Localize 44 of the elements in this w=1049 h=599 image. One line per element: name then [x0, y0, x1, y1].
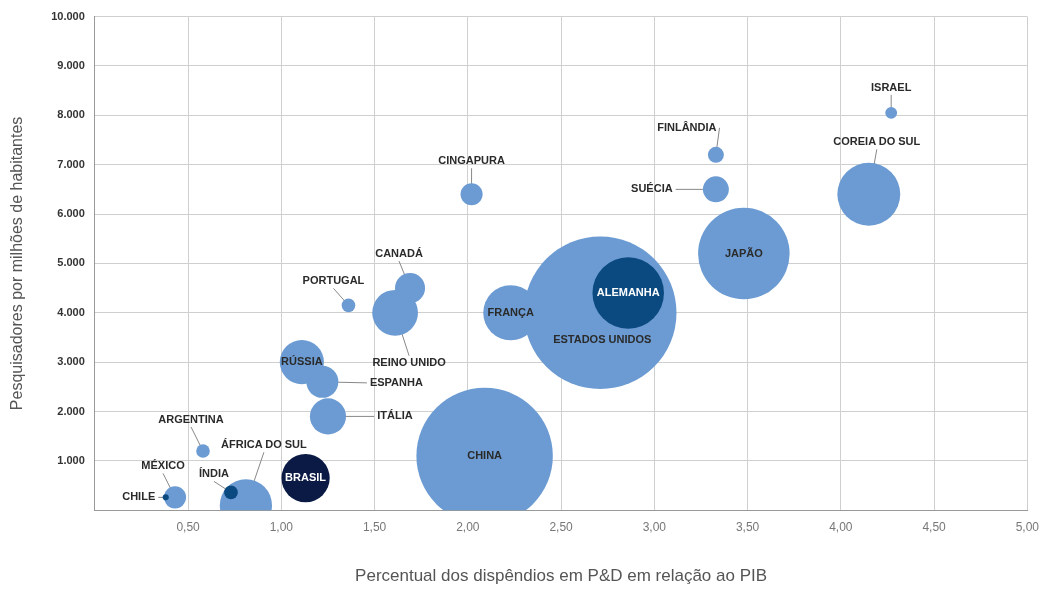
y-tick-label: 6.000: [57, 207, 85, 220]
annotation: ARGENTINA: [158, 413, 224, 425]
y-tick-label: 3.000: [57, 355, 85, 368]
annotation: PORTUGAL: [302, 274, 365, 287]
annotation: COREIA DO SUL: [833, 135, 921, 148]
annotation: ESPANHA: [369, 375, 423, 388]
y-tick-label: 9.000: [57, 58, 85, 71]
y-tick-label: 1.000: [57, 453, 85, 466]
y-tick-label: 8.000: [57, 108, 85, 121]
annotation: RÚSSIA: [281, 355, 323, 368]
x-axis-title: Percentual dos dispêndios em P&D em relação ao PIB: [355, 566, 768, 586]
annotation: REINO UNIDO: [372, 355, 447, 368]
y-tick-label: 4.000: [57, 305, 85, 318]
annotation: ISRAEL: [871, 80, 912, 93]
x-tick-label: 3,00: [642, 519, 667, 534]
x-tick-label: 0,50: [176, 519, 201, 534]
annotation: ALEMANHA: [596, 286, 660, 299]
annotation: BRASIL: [285, 471, 327, 484]
annotation: ÁFRICA DO SUL: [221, 438, 308, 451]
y-tick-label: 5.000: [57, 256, 85, 269]
x-tick-label: 4,00: [829, 519, 853, 534]
annotation: ÍNDIA: [199, 467, 230, 480]
annotation: JAPÃO: [724, 246, 764, 259]
y-tick-label: 10.000: [51, 9, 85, 22]
annotation: ESTADOS UNIDOS: [553, 332, 652, 345]
y-tick-label: 7.000: [57, 157, 85, 170]
annotation: SUÉCIA: [631, 182, 673, 195]
x-tick-label: 1,00: [269, 519, 294, 534]
x-tick-label: 4,50: [922, 519, 947, 534]
annotation: FRANÇA: [487, 305, 534, 318]
x-tick-label: 5,00: [1015, 519, 1040, 534]
annotation: CANADÁ: [375, 247, 423, 260]
annotation: CINGAPURA: [438, 154, 505, 167]
x-tick-label: 3,50: [735, 519, 760, 534]
annotation: FINLÂNDIA: [657, 120, 717, 133]
y-tick-label: 2.000: [57, 404, 85, 417]
annotation: MÉXICO: [141, 459, 186, 472]
annotation: CHINA: [467, 448, 503, 461]
annotation: ITÁLIA: [377, 409, 413, 422]
x-tick-label: 2,00: [456, 519, 480, 534]
y-axis-title: Pesquisadores por milhões de habitantes: [8, 116, 26, 411]
x-tick-label: 1,50: [362, 519, 387, 534]
x-tick-label: 2,50: [549, 519, 574, 534]
annotation: CHILE: [122, 490, 156, 503]
